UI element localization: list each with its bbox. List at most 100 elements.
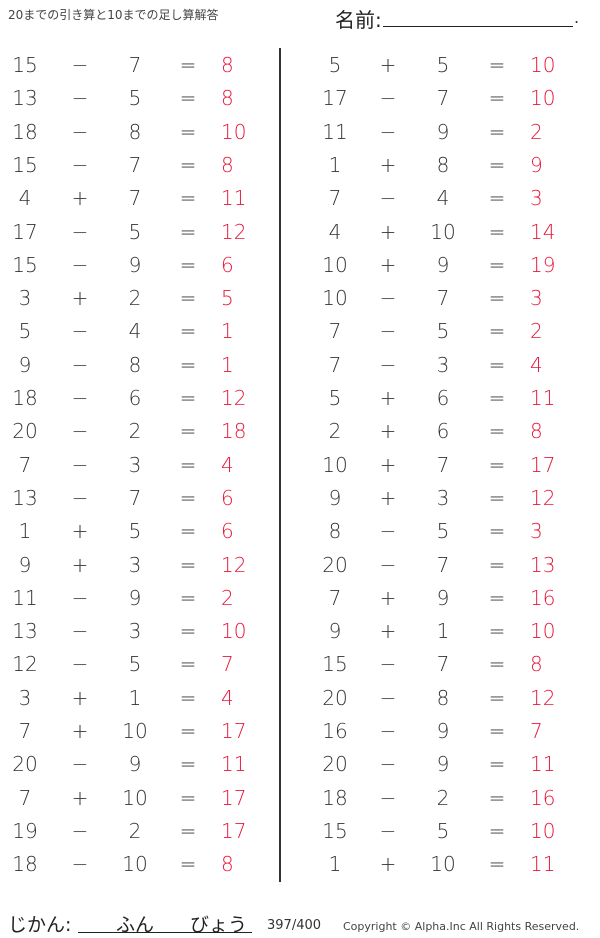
left-problem-13-operand-b: 3 <box>128 452 142 477</box>
right-problem-23-operand-b: 2 <box>436 785 450 810</box>
right-problem-16-equals: = <box>488 552 506 577</box>
right-problem-17-operand-b: 9 <box>436 585 450 610</box>
right-problem-2-operator: − <box>379 86 397 111</box>
right-problem-10-operand-b: 3 <box>436 352 450 377</box>
left-problem-1-equals: = <box>179 53 197 77</box>
left-problem-1-operand-a: 15 <box>12 53 38 77</box>
left-problem-10-answer: 1 <box>221 352 234 377</box>
left-problem-9-answer: 1 <box>221 319 234 344</box>
name-field-line[interactable] <box>383 26 573 27</box>
right-problem-13-operand-b: 7 <box>436 452 450 477</box>
right-problem-23-operator: − <box>379 785 397 810</box>
left-problem-11-operand-b: 6 <box>128 386 142 410</box>
name-label: 名前: <box>335 8 382 32</box>
left-problem-21-operand-a: 7 <box>18 719 32 743</box>
left-problem-2-operator: − <box>71 86 89 111</box>
left-problem-17-operand-b: 9 <box>128 585 142 610</box>
copyright: Copyright © Alpha.Inc All Rights Reserve… <box>343 920 580 933</box>
left-problem-20-answer: 4 <box>221 685 234 710</box>
left-problem-4-operand-b: 7 <box>128 152 142 177</box>
left-problem-6-operand-a: 17 <box>12 219 38 244</box>
right-problem-24-operator: − <box>379 818 397 843</box>
left-problem-16-operand-b: 3 <box>128 552 142 577</box>
left-problem-12-operand-a: 20 <box>12 419 38 444</box>
right-problem-2-equals: = <box>488 86 506 111</box>
left-problem-2-operand-a: 13 <box>12 86 38 111</box>
left-problem-20-operand-b: 1 <box>128 685 142 710</box>
left-problem-16-answer: 12 <box>221 552 247 577</box>
right-problem-11-answer: 11 <box>530 386 556 410</box>
right-problem-10-answer: 4 <box>530 352 543 377</box>
right-problem-7-equals: = <box>488 252 506 277</box>
left-problem-13-equals: = <box>179 452 197 477</box>
right-problem-1-operand-a: 5 <box>328 53 342 77</box>
left-problem-6-equals: = <box>179 219 197 244</box>
left-problem-14-operand-a: 13 <box>12 485 38 510</box>
left-problem-25-equals: = <box>179 852 197 877</box>
left-problem-19-answer: 7 <box>221 652 234 677</box>
left-problem-2-answer: 8 <box>221 86 234 111</box>
left-problem-12-operator: − <box>71 419 89 444</box>
left-problem-7-operand-a: 15 <box>12 252 38 277</box>
left-problem-5-operand-b: 7 <box>128 186 142 211</box>
left-problem-15-operator: + <box>71 519 89 544</box>
right-problem-16-operator: − <box>379 552 397 577</box>
right-problem-15-answer: 3 <box>530 519 543 544</box>
left-problem-3-equals: = <box>179 119 197 144</box>
left-problem-16-equals: = <box>179 552 197 577</box>
left-problem-5-operand-a: 4 <box>18 186 32 211</box>
left-problem-22-operand-a: 20 <box>12 752 38 777</box>
left-problem-8-operator: + <box>71 286 89 311</box>
left-problem-19-equals: = <box>179 652 197 677</box>
right-problem-7-operator: + <box>379 252 397 277</box>
right-problem-4-equals: = <box>488 152 506 177</box>
left-problem-4-equals: = <box>179 152 197 177</box>
right-problem-17-operator: + <box>379 585 397 610</box>
left-problem-21-operator: + <box>71 719 89 743</box>
left-problem-8-operand-a: 3 <box>18 286 32 311</box>
time-field-line[interactable] <box>78 932 252 933</box>
right-problem-5-equals: = <box>488 186 506 211</box>
right-problem-15-operand-a: 8 <box>328 519 342 544</box>
left-problem-13-operator: − <box>71 452 89 477</box>
left-problem-3-operand-b: 8 <box>128 119 142 144</box>
right-problem-22-operand-b: 9 <box>436 752 450 777</box>
right-problem-19-operand-a: 15 <box>322 652 348 677</box>
right-problem-10-equals: = <box>488 352 506 377</box>
right-problem-4-operand-b: 8 <box>436 152 450 177</box>
right-problem-3-equals: = <box>488 119 506 144</box>
right-problem-11-operand-b: 6 <box>436 386 450 410</box>
right-problem-24-operand-b: 5 <box>436 818 450 843</box>
right-problem-8-operand-b: 7 <box>436 286 450 311</box>
left-problem-5-answer: 11 <box>221 186 247 211</box>
name-end-dot: . <box>574 8 580 27</box>
right-problem-15-equals: = <box>488 519 506 544</box>
left-problem-25-operator: − <box>71 852 89 877</box>
right-problem-20-equals: = <box>488 685 506 710</box>
right-problem-23-answer: 16 <box>530 785 556 810</box>
right-problem-16-answer: 13 <box>530 552 556 577</box>
left-problem-18-operand-b: 3 <box>128 619 142 644</box>
left-problem-1-answer: 8 <box>221 53 234 77</box>
right-problem-8-answer: 3 <box>530 286 543 311</box>
left-problem-19-operand-b: 5 <box>128 652 142 677</box>
left-problem-19-operand-a: 12 <box>12 652 38 677</box>
right-problem-12-operator: + <box>379 419 397 444</box>
left-problem-9-operand-b: 4 <box>128 319 142 344</box>
right-problem-23-operand-a: 18 <box>322 785 348 810</box>
right-problem-6-equals: = <box>488 219 506 244</box>
right-problem-20-operand-a: 20 <box>322 685 348 710</box>
left-problem-24-operand-a: 19 <box>12 818 38 843</box>
left-problem-17-operand-a: 11 <box>12 585 38 610</box>
right-problem-1-operator: + <box>379 53 397 77</box>
right-problem-8-operand-a: 10 <box>322 286 348 311</box>
left-problem-7-operator: − <box>71 252 89 277</box>
left-problem-23-answer: 17 <box>221 785 247 810</box>
right-problem-17-equals: = <box>488 585 506 610</box>
right-problem-4-operator: + <box>379 152 397 177</box>
left-problem-15-operand-a: 1 <box>18 519 32 544</box>
left-problem-9-operand-a: 5 <box>18 319 32 344</box>
right-problem-7-operand-a: 10 <box>322 252 348 277</box>
left-problem-9-equals: = <box>179 319 197 344</box>
left-problem-21-answer: 17 <box>221 719 247 743</box>
